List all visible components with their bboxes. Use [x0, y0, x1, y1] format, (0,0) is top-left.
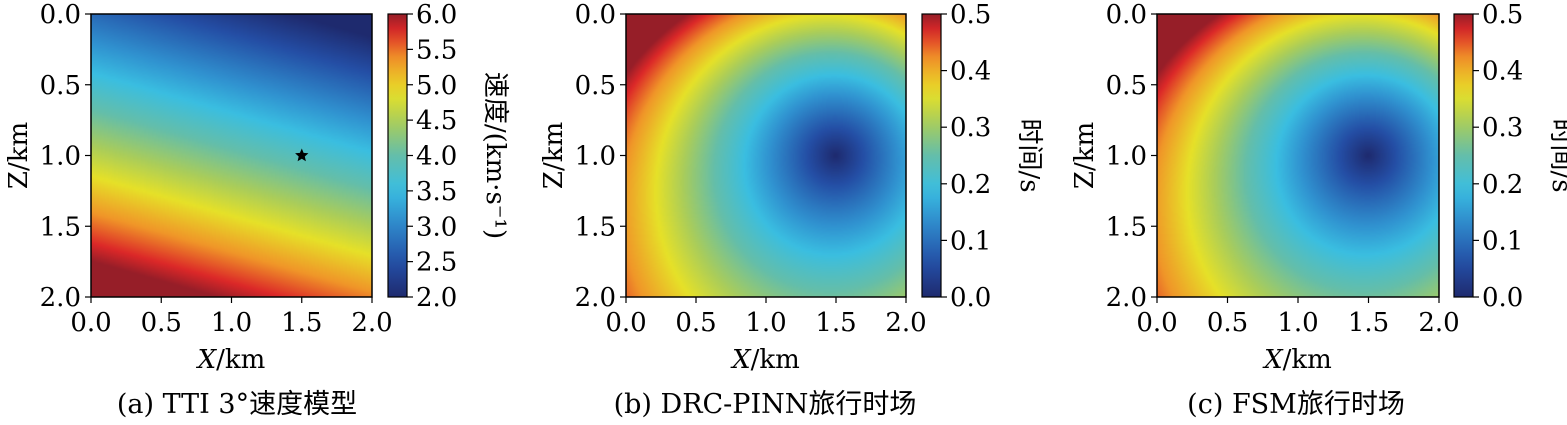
- caption-c: (c) FSM旅行时场: [1187, 389, 1405, 420]
- panel-a: 0.0 0.5 1.0 1.5 2.00.00.51.01.52.0X/kmZ/km2.…: [4, 0, 510, 375]
- y-tick-label: 0.0: [575, 0, 616, 30]
- x-tick-label: 1.5: [1348, 308, 1389, 338]
- y-tick-label: 0.0: [40, 0, 81, 30]
- x-axis-label: X/km: [730, 345, 800, 375]
- x-tick-label: 1.0: [745, 308, 786, 338]
- heatmap-c: [1157, 14, 1439, 297]
- y-tick-label: 0.0: [1106, 0, 1147, 30]
- x-tick-label: 0.5: [141, 308, 182, 338]
- heatmap-a: [91, 14, 372, 297]
- colorbar-tick-label: 0.1: [950, 226, 991, 256]
- x-tick-label: 1.0: [1277, 308, 1318, 338]
- y-tick-label: 2.0: [1106, 283, 1147, 313]
- y-tick-label: 1.5: [1106, 212, 1147, 242]
- colorbar-tick-label: 0.2: [950, 170, 991, 200]
- colorbar-tick-label: 0.0: [1482, 283, 1523, 313]
- y-tick-label: 2.0: [575, 283, 616, 313]
- y-tick-label: 2.0: [40, 283, 81, 313]
- heatmap-b: [626, 14, 906, 297]
- colorbar-tick-label: 0.1: [1482, 226, 1523, 256]
- x-tick-label: 0.0: [1136, 308, 1177, 338]
- colorbar-tick-label: 0.3: [950, 113, 991, 143]
- x-axis-label: X/km: [196, 345, 266, 375]
- colorbar-tick-label: 2.0: [416, 283, 457, 313]
- x-tick-label: 1.5: [281, 308, 322, 338]
- y-tick-label: 0.5: [1106, 71, 1147, 101]
- panel-b: 0.0 0.5 1.0 1.5 2.00.00.51.01.52.0X/kmZ/km0.…: [539, 0, 1044, 375]
- x-axis-label: X/km: [1262, 345, 1332, 375]
- caption-a: (a) TTI 3°速度模型: [116, 389, 358, 420]
- colorbar-c: [1453, 13, 1474, 298]
- y-axis-label: Z/km: [539, 122, 569, 189]
- colorbar-tick-label: 3.5: [416, 177, 457, 207]
- y-tick-label: 1.5: [575, 212, 616, 242]
- colorbar-a: [387, 13, 408, 298]
- colorbar-tick-label: 4.0: [416, 142, 457, 172]
- x-tick-label: 0.0: [605, 308, 646, 338]
- colorbar-tick-label: 5.0: [416, 71, 457, 101]
- caption-b: (b) DRC-PINN旅行时场: [613, 389, 917, 420]
- panel-c: 0.0 0.5 1.0 1.5 2.00.00.51.01.52.0X/kmZ/km0.…: [1070, 0, 1567, 375]
- colorbar-tick-label: 6.0: [416, 0, 457, 30]
- colorbar-tick-label: 3.0: [416, 212, 457, 242]
- colorbar-tick-label: 0.2: [1482, 170, 1523, 200]
- y-tick-label: 0.5: [40, 71, 81, 101]
- source-star: [295, 148, 309, 162]
- colorbar-tick-label: 4.5: [416, 106, 457, 136]
- x-tick-label: 0.0: [70, 308, 111, 338]
- x-tick-label: 2.0: [885, 308, 926, 338]
- colorbar-label: 速度/(km·s⁻¹): [480, 72, 510, 239]
- y-tick-label: 1.0: [575, 142, 616, 172]
- colorbar-tick-label: 0.4: [1482, 57, 1523, 87]
- colorbar-tick-label: 0.5: [950, 0, 991, 30]
- x-tick-label: 1.0: [211, 308, 252, 338]
- colorbar-tick-label: 0.5: [1482, 0, 1523, 30]
- y-tick-label: 1.0: [1106, 142, 1147, 172]
- colorbar-tick-label: 2.5: [416, 248, 457, 278]
- x-tick-label: 1.5: [815, 308, 856, 338]
- colorbar-tick-label: 0.0: [950, 283, 991, 313]
- x-tick-label: 2.0: [351, 308, 392, 338]
- colorbar-tick-label: 5.5: [416, 35, 457, 65]
- x-tick-label: 2.0: [1418, 308, 1459, 338]
- y-tick-label: 1.5: [40, 212, 81, 242]
- colorbar-label: 时间/s: [1014, 118, 1044, 192]
- y-axis-label: Z/km: [1070, 122, 1100, 189]
- y-tick-label: 0.5: [575, 71, 616, 101]
- x-tick-label: 0.5: [1207, 308, 1248, 338]
- colorbar-b: [921, 13, 942, 298]
- x-tick-label: 0.5: [675, 308, 716, 338]
- colorbar-label: 时间/s: [1546, 118, 1567, 192]
- y-tick-label: 1.0: [40, 142, 81, 172]
- colorbar-tick-label: 0.4: [950, 57, 991, 87]
- y-axis-label: Z/km: [4, 122, 34, 189]
- colorbar-tick-label: 0.3: [1482, 113, 1523, 143]
